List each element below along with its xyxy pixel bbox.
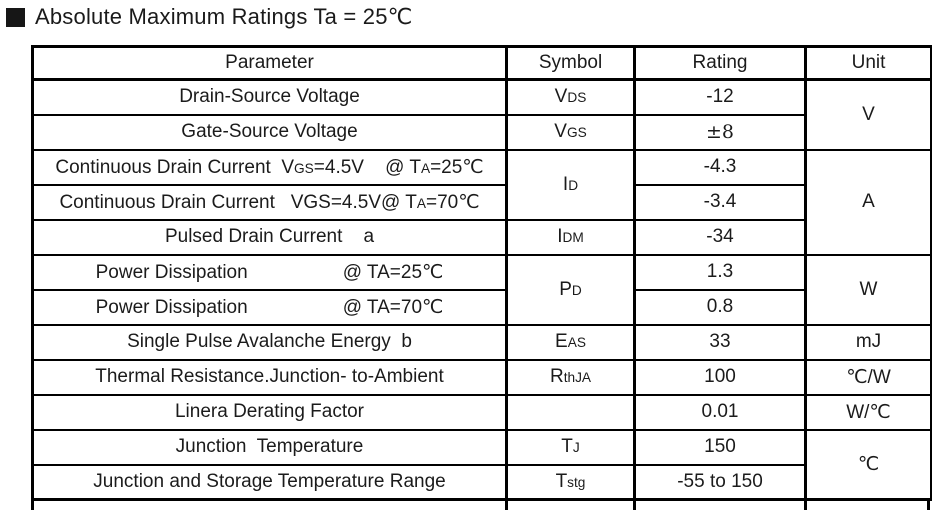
rating-cell: -55 to 150 <box>633 463 807 501</box>
symbol-cell: VDS <box>505 78 636 116</box>
param-cell: Junction and Storage Temperature Range <box>31 463 508 501</box>
param-cell: Pulsed Drain Current a <box>31 218 508 256</box>
param-cell: Power Dissipation @ TA=70℃ <box>31 288 508 326</box>
rating-cell: 1.3 <box>633 253 807 291</box>
table-row: Drain-Source Voltage VDS -12 V <box>31 78 932 151</box>
section-title: Absolute Maximum Ratings Ta = 25℃ <box>6 4 413 30</box>
param-cell: Power Dissipation @ TA=25℃ <box>31 253 508 291</box>
symbol-cell: RthJA <box>505 358 636 396</box>
param-cell: Junction Temperature <box>31 428 508 466</box>
symbol-cell: ID <box>505 148 636 221</box>
rating-cell: -34 <box>633 218 807 256</box>
rating-cell: -4.3 <box>633 148 807 186</box>
section-title-text: Absolute Maximum Ratings Ta = 25℃ <box>35 4 413 29</box>
table-continuation-stub <box>31 501 930 510</box>
table-row: Linera Derating Factor 0.01 W/℃ <box>31 393 932 431</box>
header-rating: Rating <box>633 45 807 81</box>
ratings-table-wrap: Parameter Symbol Rating Unit Drain-Sourc… <box>31 45 932 510</box>
param-cell: Thermal Resistance.Junction- to-Ambient <box>31 358 508 396</box>
table-row: Single Pulse Avalanche Energy b EAS 33 m… <box>31 323 932 361</box>
symbol-cell: TJ <box>505 428 636 466</box>
symbol-cell: VGS <box>505 113 636 151</box>
symbol-cell: Tstg <box>505 463 636 501</box>
param-cell: Drain-Source Voltage <box>31 78 508 116</box>
symbol-cell: EAS <box>505 323 636 361</box>
unit-cell: mJ <box>804 323 932 361</box>
rating-cell: 100 <box>633 358 807 396</box>
table-row: Continuous Drain Current VGS=4.5V@ TA=70… <box>31 183 932 221</box>
symbol-cell: PD <box>505 253 636 326</box>
unit-cell: ℃ <box>804 428 932 501</box>
param-cell: Continuous Drain Current VGS=4.5V@ TA=70… <box>31 183 508 221</box>
absolute-maximum-ratings-table: Parameter Symbol Rating Unit Drain-Sourc… <box>31 45 932 501</box>
rating-cell: -3.4 <box>633 183 807 221</box>
header-unit: Unit <box>804 45 932 81</box>
rating-cell: 150 <box>633 428 807 466</box>
rating-cell: ±8 <box>633 113 807 151</box>
rating-cell: 0.01 <box>633 393 807 431</box>
param-cell: Continuous Drain Current VGS=4.5V @ TA=2… <box>31 148 508 186</box>
unit-cell: ℃/W <box>804 358 932 396</box>
symbol-cell: IDM <box>505 218 636 256</box>
unit-cell: W/℃ <box>804 393 932 431</box>
rating-cell: 33 <box>633 323 807 361</box>
unit-cell: W <box>804 253 932 326</box>
table-row: Power Dissipation @ TA=25℃ PD 1.3 W <box>31 253 932 326</box>
table-row: Pulsed Drain Current a IDM -34 <box>31 218 932 256</box>
table-row: Continuous Drain Current VGS=4.5V @ TA=2… <box>31 148 932 256</box>
table-row: Power Dissipation @ TA=70℃ 0.8 <box>31 288 932 326</box>
param-cell: Single Pulse Avalanche Energy b <box>31 323 508 361</box>
header-symbol: Symbol <box>505 45 636 81</box>
unit-cell: V <box>804 78 932 151</box>
unit-cell: A <box>804 148 932 256</box>
section-bullet-icon <box>6 7 25 27</box>
table-row: Junction and Storage Temperature Range T… <box>31 463 932 501</box>
param-cell: Linera Derating Factor <box>31 393 508 431</box>
table-row: Thermal Resistance.Junction- to-Ambient … <box>31 358 932 396</box>
header-parameter: Parameter <box>31 45 508 81</box>
rating-cell: 0.8 <box>633 288 807 326</box>
symbol-cell <box>505 393 636 431</box>
table-row: Junction Temperature TJ 150 ℃ <box>31 428 932 501</box>
param-cell: Gate-Source Voltage <box>31 113 508 151</box>
rating-cell: -12 <box>633 78 807 116</box>
table-row: Gate-Source Voltage VGS ±8 <box>31 113 932 151</box>
header-row: Parameter Symbol Rating Unit <box>31 45 932 81</box>
